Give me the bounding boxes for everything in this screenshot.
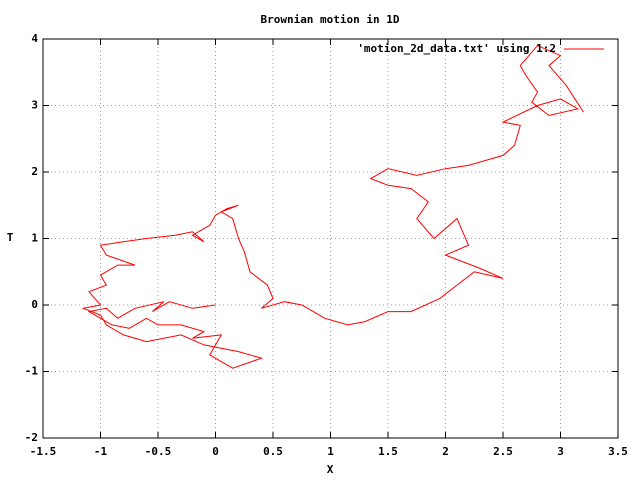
- x-tick-label: 2.5: [493, 445, 513, 458]
- x-tick-label: 0.5: [263, 445, 283, 458]
- x-tick-label: 1.5: [378, 445, 398, 458]
- y-tick-label: 1: [31, 232, 38, 245]
- legend-label: 'motion_2d_data.txt' using 1:2: [357, 42, 556, 55]
- x-tick-label: -1.5: [30, 445, 57, 458]
- y-tick-label: 0: [31, 298, 38, 311]
- x-tick-label: 0: [212, 445, 219, 458]
- y-tick-label: 3: [31, 99, 38, 112]
- y-tick-label: 4: [31, 32, 38, 45]
- x-tick-label: 2: [442, 445, 449, 458]
- x-tick-label: 3: [557, 445, 564, 458]
- plot-frame: [42, 38, 619, 439]
- x-tick-label: -0.5: [145, 445, 172, 458]
- y-axis-label: T: [7, 231, 14, 244]
- y-tick-label: -1: [25, 365, 39, 378]
- y-tick-label: -2: [25, 431, 38, 444]
- x-tick-label: -1: [94, 445, 108, 458]
- chart-title: Brownian motion in 1D: [260, 13, 399, 26]
- data-line: [81, 44, 584, 369]
- y-tick-label: 2: [31, 165, 38, 178]
- x-tick-label: 1: [327, 445, 334, 458]
- x-tick-label: 3.5: [608, 445, 628, 458]
- x-axis-label: X: [327, 463, 334, 476]
